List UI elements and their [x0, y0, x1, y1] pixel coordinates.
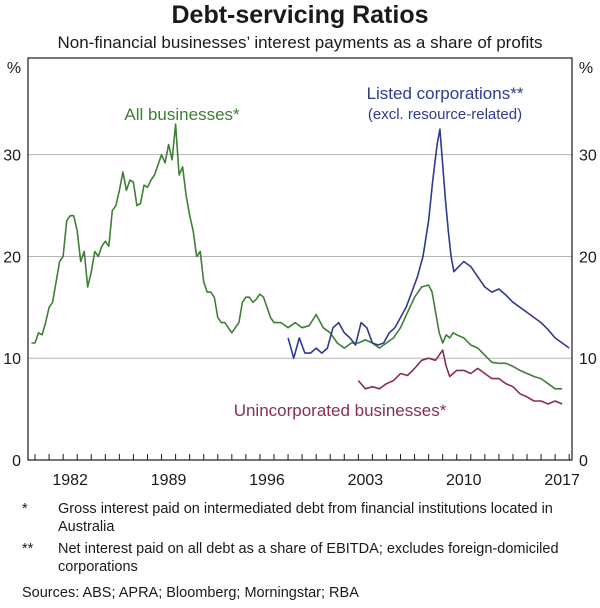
x-tick-label: 2010	[446, 472, 482, 489]
y-tick-label-left: 20	[3, 249, 21, 266]
chart-title: Debt-servicing Ratios	[171, 1, 428, 29]
y-tick-label-right: 10	[579, 351, 597, 368]
y-tick-label-right: 0	[579, 453, 588, 470]
chart-subtitle: Non-financial businesses’ interest payme…	[57, 33, 542, 52]
sources: Sources: ABS; APRA; Bloomberg; Morningst…	[22, 585, 359, 601]
footnote-1: * Gross interest paid on intermediated d…	[22, 500, 582, 536]
x-tick-label: 1989	[151, 472, 187, 489]
footnotes: * Gross interest paid on intermediated d…	[22, 500, 582, 580]
label-all-businesses: All businesses*	[124, 105, 240, 124]
y-tick-label-left: 0	[12, 453, 21, 470]
y-unit-right: %	[579, 60, 593, 77]
y-tick-label-right: 20	[579, 249, 597, 266]
series-line-unincorporated-businesses	[357, 349, 563, 405]
y-tick-label-left: 10	[3, 351, 21, 368]
gridlines	[28, 154, 572, 359]
series-line-all-businesses	[31, 123, 563, 390]
x-tick-label: 2017	[544, 472, 580, 489]
label-unincorporated: Unincorporated businesses*	[234, 401, 447, 420]
footnote-mark: **	[22, 541, 34, 557]
footnote-text: Gross interest paid on intermediated deb…	[58, 501, 553, 535]
label-listed-corporations: Listed corporations**	[367, 84, 524, 103]
footnote-2: ** Net interest paid on all debt as a sh…	[22, 540, 582, 576]
y-unit-left: %	[7, 60, 21, 77]
y-tick-label-right: 30	[579, 148, 597, 165]
axis-ticks: 0 0 10 10 20 20 30 30 1982 1989 1996 2003 2010 2017	[3, 148, 597, 489]
series-lines	[31, 123, 570, 405]
x-tick-label: 2003	[348, 472, 384, 489]
plot-frame	[27, 57, 573, 461]
debt-servicing-chart: Debt-servicing Ratios Non-financial busi…	[3, 1, 597, 489]
footnote-mark: *	[22, 501, 28, 517]
footnote-text: Net interest paid on all debt as a share…	[58, 541, 559, 575]
label-listed-sublabel: (excl. resource-related)	[368, 106, 522, 123]
x-tick-label: 1982	[52, 472, 88, 489]
y-tick-label-left: 30	[3, 148, 21, 165]
series-line-listed-corporations	[287, 128, 570, 360]
x-tick-label: 1996	[249, 472, 285, 489]
